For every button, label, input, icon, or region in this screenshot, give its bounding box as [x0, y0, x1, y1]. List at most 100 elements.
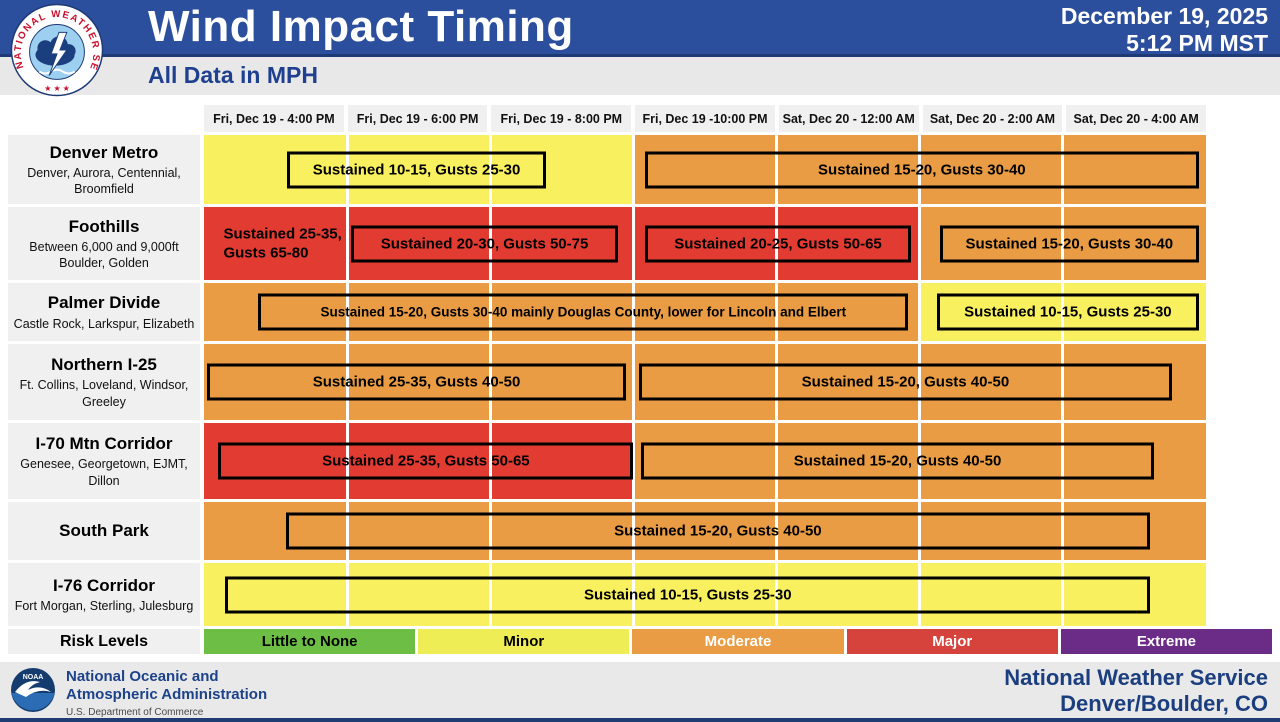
gridline	[918, 563, 922, 626]
timeline-band: Sustained 15-20, Gusts 40-50	[204, 502, 1206, 560]
legend-level: Major	[846, 629, 1058, 654]
office-line2: Denver/Boulder, CO	[1060, 691, 1268, 717]
region-areas: Denver, Aurora, Centennial, Broomfield	[27, 165, 181, 197]
footer-bar: NOAA National Oceanic and Atmospheric Ad…	[0, 662, 1280, 718]
region-name: Northern I-25	[51, 355, 157, 375]
time-column-header: Sat, Dec 20 - 4:00 AM	[1066, 105, 1207, 132]
gridline	[631, 344, 635, 420]
risk-segment	[204, 423, 634, 499]
agency-sub: U.S. Department of Commerce	[66, 707, 204, 718]
gridline	[918, 423, 922, 499]
risk-segment	[204, 283, 920, 341]
bottom-accent-bar	[0, 718, 1280, 722]
gridline	[1061, 502, 1065, 560]
timeline-band: Sustained 25-35, Gusts 50-65 Sustained 15…	[204, 423, 1206, 499]
issue-date: December 19, 2025	[1060, 3, 1268, 29]
noaa-logo-icon: NOAA	[10, 667, 56, 713]
issue-datetime: December 19, 2025 5:12 PM MST	[1061, 3, 1268, 56]
region-row: I-70 Mtn Corridor Genesee, Georgetown, EJ…	[8, 423, 1280, 499]
gridline	[775, 135, 779, 204]
region-row: Foothills Between 6,000 and 9,000ft Bould…	[8, 207, 1280, 280]
legend-level: Extreme	[1060, 629, 1273, 654]
legend-title: Risk Levels	[8, 629, 200, 654]
gridline	[775, 283, 779, 341]
office-block: National Weather Service Denver/Boulder,…	[1004, 665, 1268, 718]
gridline	[775, 344, 779, 420]
wind-annotation: Sustained 15-20, Gusts 40-50	[285, 512, 1151, 550]
gridline	[345, 563, 349, 626]
agency-line1: National Oceanic and	[66, 668, 219, 685]
region-row: I-76 Corridor Fort Morgan, Sterling, Jule…	[8, 563, 1280, 626]
timeline-band: Sustained 15-20, Gusts 30-40 mainly Doug…	[204, 283, 1206, 341]
gridline	[488, 423, 492, 499]
wind-annotation: Sustained 10-15, Gusts 25-30	[936, 293, 1199, 331]
region-label: Foothills Between 6,000 and 9,000ft Bould…	[8, 207, 200, 280]
gridline	[1061, 344, 1065, 420]
region-rows: Denver Metro Denver, Aurora, Centennial, …	[8, 135, 1280, 626]
region-areas: Fort Morgan, Sterling, Julesburg	[14, 599, 194, 613]
legend-level: Minor	[418, 629, 630, 654]
gridline	[345, 423, 349, 499]
time-column-header: Fri, Dec 19 - 8:00 PM	[491, 105, 632, 132]
region-row: Palmer Divide Castle Rock, Larkspur, Eliz…	[8, 283, 1280, 341]
gridline	[345, 502, 349, 560]
gridline	[345, 207, 349, 280]
gridline	[918, 344, 922, 420]
wind-annotation: Sustained 10-15, Gusts 25-30	[287, 151, 547, 188]
region-label: I-76 Corridor Fort Morgan, Sterling, Jule…	[8, 563, 200, 626]
gridline	[631, 563, 635, 626]
timeline-band: Sustained 25-35, Gusts 40-50 Sustained 15…	[204, 344, 1206, 420]
gridline	[775, 563, 779, 626]
timeline-band: Sustained 10-15, Gusts 25-30 Sustained 15…	[204, 135, 1206, 204]
wind-annotation: Sustained 15-20, Gusts 30-40	[939, 225, 1199, 262]
legend-level: Little to None	[204, 629, 416, 654]
gridline	[1061, 135, 1065, 204]
gridline	[488, 207, 492, 280]
gridline	[775, 423, 779, 499]
time-column-headers: Fri, Dec 19 - 4:00 PM Fri, Dec 19 - 6:00 …	[204, 105, 1207, 132]
page-title: Wind Impact Timing	[148, 2, 574, 51]
wind-annotation: Sustained 15-20, Gusts 40-50	[639, 363, 1172, 401]
gridline	[918, 207, 922, 280]
agency-block: National Oceanic and Atmospheric Adminis…	[66, 668, 267, 718]
header-bar: Wind Impact Timing December 19, 2025 5:1…	[0, 0, 1280, 57]
timeline-band: Sustained 25-35, Gusts 65-80 Sustained 20…	[204, 207, 1206, 280]
region-name: I-76 Corridor	[52, 575, 156, 595]
wind-annotation: Sustained 10-15, Gusts 25-30	[225, 576, 1151, 613]
wind-annotation: Sustained 20-25, Gusts 50-65	[644, 225, 912, 262]
wind-annotation: Sustained 25-35, Gusts 50-65	[218, 442, 634, 480]
region-row: Denver Metro Denver, Aurora, Centennial, …	[8, 135, 1280, 204]
time-column-header: Sat, Dec 20 - 2:00 AM	[922, 105, 1063, 132]
time-header-row: Fri, Dec 19 - 4:00 PM Fri, Dec 19 - 6:00 …	[8, 105, 1280, 132]
legend-level: Moderate	[632, 629, 844, 654]
wind-annotation: Sustained 15-20, Gusts 30-40	[644, 151, 1199, 188]
risk-segment	[204, 344, 1206, 420]
region-row: Northern I-25 Ft. Collins, Loveland, Wind…	[8, 344, 1280, 420]
gridline	[631, 502, 635, 560]
region-label: Denver Metro Denver, Aurora, Centennial, …	[8, 135, 200, 204]
header-spacer	[8, 105, 204, 132]
gridline	[488, 283, 492, 341]
gridline	[345, 344, 349, 420]
timeline-band: Sustained 10-15, Gusts 25-30	[204, 563, 1206, 626]
gridline	[345, 283, 349, 341]
gridline	[775, 207, 779, 280]
svg-text:NOAA: NOAA	[23, 674, 44, 681]
gridline	[631, 423, 635, 499]
region-label: South Park	[8, 502, 200, 560]
region-label: Palmer Divide Castle Rock, Larkspur, Eliz…	[8, 283, 200, 341]
office-line1: National Weather Service	[1004, 665, 1268, 690]
units-note: All Data in MPH	[148, 62, 318, 88]
gridline	[345, 135, 349, 204]
issue-time: 5:12 PM MST	[1126, 29, 1268, 56]
risk-legend: Risk Levels Little to None Minor Moderate M…	[8, 629, 1280, 654]
subtitle-bar: All Data in MPH	[0, 57, 1280, 95]
region-label: Northern I-25 Ft. Collins, Loveland, Wind…	[8, 344, 200, 420]
time-column-header: Sat, Dec 20 - 12:00 AM	[778, 105, 919, 132]
wind-annotation: Sustained 25-35, Gusts 40-50	[206, 363, 627, 401]
wind-annotation: Sustained 15-20, Gusts 30-40 mainly Doug…	[258, 293, 909, 331]
gridline	[1061, 563, 1065, 626]
time-column-header: Fri, Dec 19 -10:00 PM	[635, 105, 775, 132]
risk-segment	[204, 502, 1206, 560]
